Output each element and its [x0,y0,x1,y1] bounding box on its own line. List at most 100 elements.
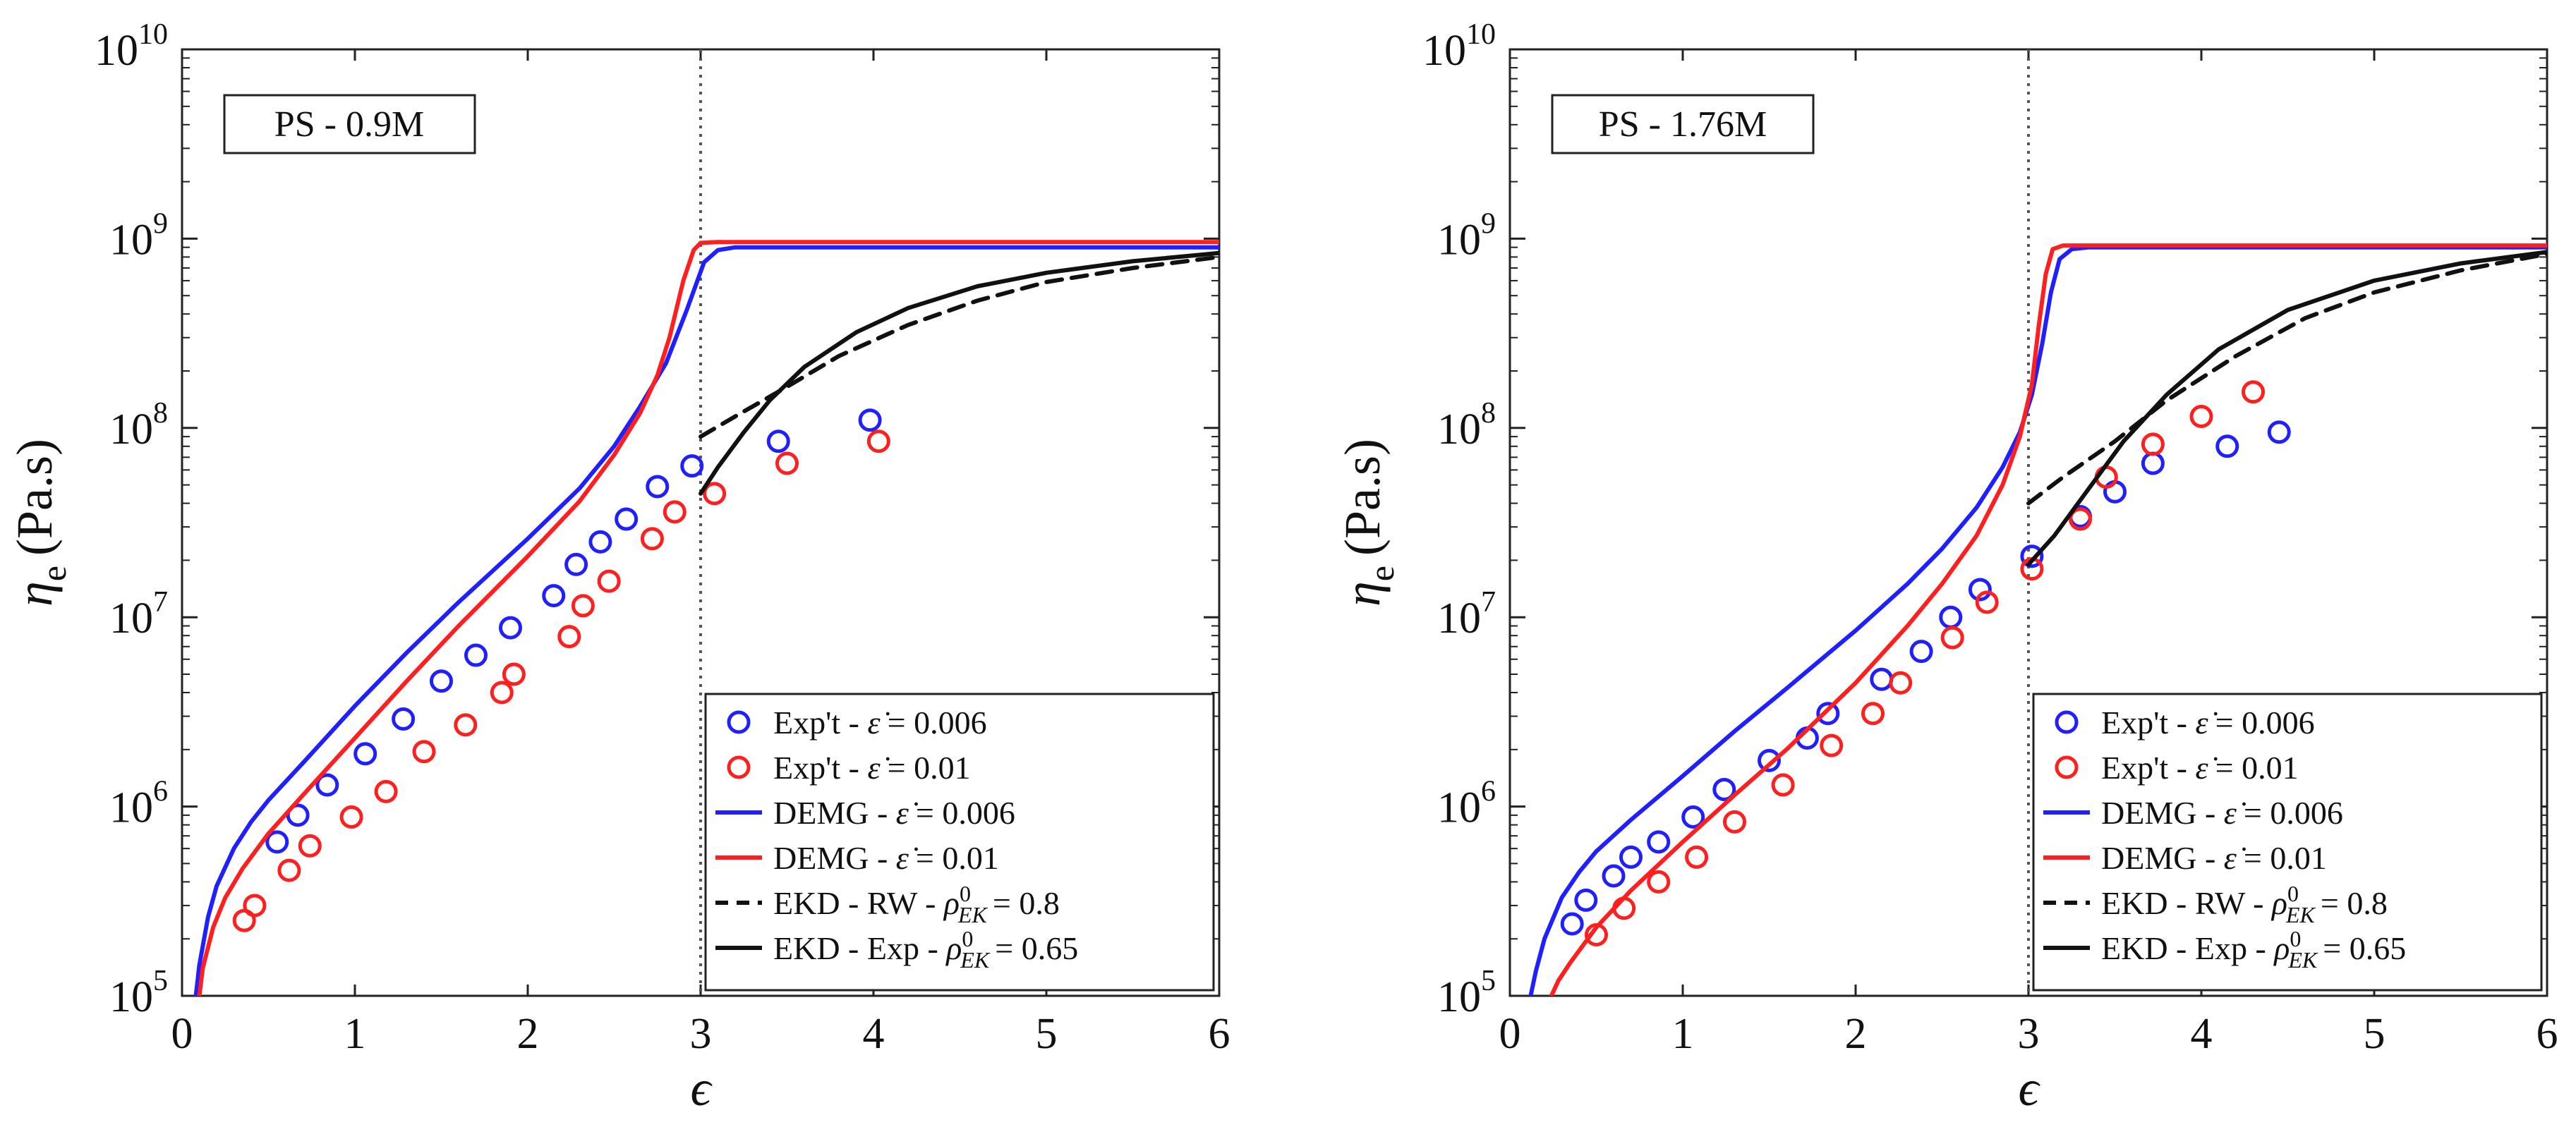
series-exp-t-0-01-point [557,625,581,649]
series-exp-t-0-01-point [1940,626,1964,650]
y-tick-base: 10 [1437,973,1481,1021]
series-exp-t-0-006-point [1619,845,1643,869]
y-tick-base: 10 [1437,406,1481,453]
legend-label-text: Exp't - [2101,705,2196,741]
legend-subscript: EK [2285,902,2316,927]
series-exp-t-0-01-point [2141,432,2165,456]
series-exp-t-0-006-point [1602,864,1626,888]
series-exp-t-0-006-point [1647,830,1671,854]
y-tick-exponent: 5 [153,965,168,997]
legend-label-text: EKD - RW - [2101,885,2272,921]
series-exp-t-0-006-point [1968,578,1992,602]
legend-exp-t-0-006-label: Exp't - ε̇ = 0.006 [2101,705,2315,741]
legend-label-text: EKD - Exp - [2101,930,2274,966]
legend-label-text: EKD - Exp - [773,930,946,966]
y-tick-label: 105 [1437,965,1496,1021]
x-axis-label: ϵ [690,1060,713,1116]
y-axis-subscript: e [1362,566,1401,581]
y-tick-base: 10 [109,973,153,1021]
legend-demg-0-006-label: DEMG - ε̇ = 0.006 [773,795,1015,831]
legend-ekd-exp-ek-0-65-label: EKD - Exp - ρ0 EK = 0.65 [2101,926,2406,973]
series-exp-t-0-01-point [571,594,595,618]
legend-superscript: 0 [960,881,971,906]
y-axis-symbol: η [6,581,63,607]
y-axis-label: ηe (Pa.s) [6,439,73,607]
series-exp-t-0-006-point [1560,912,1584,936]
legend-label-text: DEMG - [2101,795,2224,831]
legend-rate: = 0.8 [2321,885,2388,921]
series-exp-t-0-01-point [1820,733,1844,757]
series-exp-t-0-006-point [680,454,704,478]
series-exp-t-0-01-point [775,451,799,475]
x-tick-label: 1 [344,1010,366,1058]
legend-exp-t-0-01-swatch [727,755,751,779]
series-exp-t-0-01-point [1861,702,1885,726]
series-exp-t-0-006-point [1816,702,1840,726]
panel-title: PS - 1.76M [1599,104,1767,145]
series-exp-t-0-01-point [2242,380,2265,404]
series-exp-t-0-01-point [412,740,436,764]
series-exp-t-0-01-point [703,482,727,506]
series-exp-t-0-006-point [646,475,670,499]
legend-frame [2032,693,2543,992]
legend: Exp't - ε̇ = 0.006 Exp't - ε̇ = 0.01 DEMG - … [704,693,1215,992]
series-exp-t-0-01-point [298,834,322,858]
legend: Exp't - ε̇ = 0.006 Exp't - ε̇ = 0.01 DEMG - … [2032,693,2543,992]
y-axis-label: ηe (Pa.s) [1334,439,1401,607]
series-exp-t-0-006-point [2267,420,2291,444]
series-exp-t-0-01-point [1685,845,1709,869]
y-tick-exponent: 10 [1466,18,1496,51]
legend-subscript: EK [957,902,988,927]
series-exp-t-0-01-point [1771,773,1795,797]
y-tick-base: 10 [1422,27,1466,75]
series-exp-t-0-006-point [1712,777,1736,801]
legend-ekd-exp-ek-0-65-label: EKD - Exp - ρ0 EK = 0.65 [773,926,1078,973]
x-tick-label: 3 [690,1010,712,1058]
series-exp-t-0-01-point [374,779,398,803]
y-axis-subscript: e [34,566,73,581]
series-ekd-rw-ek-0-8-line [699,255,1219,439]
y-tick-base: 10 [109,595,153,642]
series-ekd-exp-ek-0-65-line [2026,250,2547,567]
legend-rate: = 0.006 [2244,795,2343,831]
legend-frame [704,693,1215,992]
y-tick-label: 1010 [1422,18,1496,75]
plot-area [193,49,1219,996]
legend-label-text: EKD - RW - [773,885,944,921]
legend-exp-t-0-006-swatch [2055,710,2079,734]
panel-title: PS - 0.9M [274,104,424,145]
y-tick-base: 10 [1437,784,1481,832]
series-exp-t-0-006-point [499,616,522,640]
y-tick-label: 108 [1437,397,1496,453]
y-tick-label: 107 [109,586,168,642]
y-tick-exponent: 6 [1481,776,1496,808]
legend-ekd-rw-ek-0-8-label: EKD - RW - ρ0 EK = 0.8 [2101,881,2388,927]
legend-rate: = 0.65 [995,930,1078,966]
x-tick-label: 2 [517,1010,539,1058]
y-tick-label: 109 [109,207,168,264]
y-tick-exponent: 10 [138,18,168,51]
y-tick-label: 108 [109,397,168,453]
series-exp-t-0-006-point [353,742,377,766]
legend-label-text: DEMG - [773,795,896,831]
legend-symbol: ρ [943,885,960,921]
legend-label-text: DEMG - [2101,840,2224,876]
series-exp-t-0-01-point [2189,405,2213,429]
series-exp-t-0-01-point [502,662,526,686]
y-axis-unit: (Pa.s) [6,439,63,556]
legend-rate: = 0.006 [2215,705,2315,741]
legend-superscript: 0 [2290,926,2301,951]
series-exp-t-0-006-point [2020,544,2044,568]
y-tick-base: 10 [109,784,153,832]
series-exp-t-0-006-point [2215,434,2239,458]
y-tick-exponent: 7 [1481,586,1496,619]
series-exp-t-0-006-point [1870,667,1894,691]
legend-rate: = 0.01 [916,840,999,876]
series-exp-t-0-01-point [490,681,514,705]
series-exp-t-0-01-point [454,713,478,737]
legend-rate: = 0.006 [888,705,987,741]
legend-superscript: 0 [962,926,973,951]
legend-ekd-rw-ek-0-8-label: EKD - RW - ρ0 EK = 0.8 [773,881,1060,927]
